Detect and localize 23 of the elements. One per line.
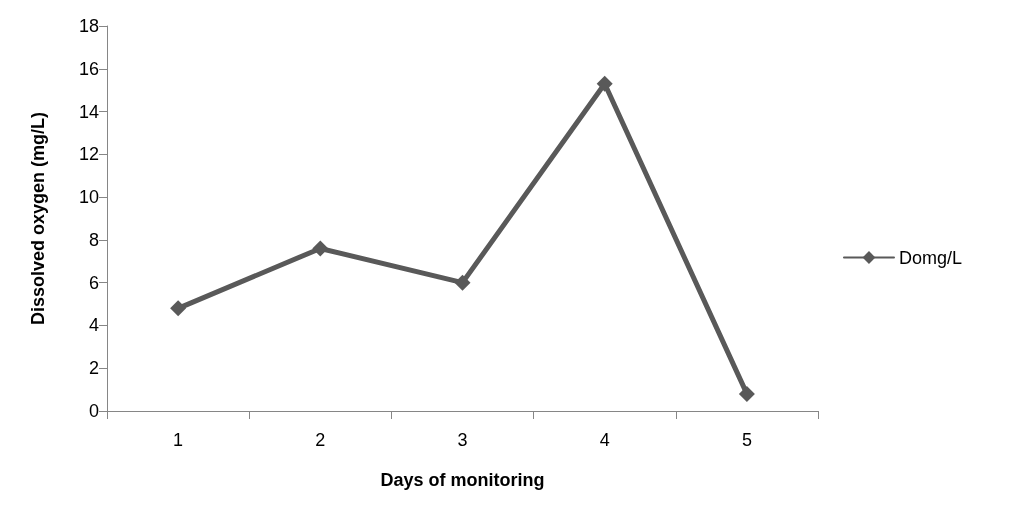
- y-tick-label: 14: [78, 101, 99, 122]
- point: [738, 385, 755, 402]
- y-tick-label: 2: [88, 358, 99, 379]
- y-tick-label: 0: [88, 401, 99, 421]
- x-tick-label: 1: [173, 430, 184, 450]
- y-tick-label: 10: [78, 187, 99, 208]
- x-axis-title: Days of monitoring: [380, 470, 545, 490]
- y-tick-label: 6: [88, 272, 99, 293]
- point: [170, 300, 187, 317]
- y-tick-label: 18: [78, 16, 99, 36]
- x-tick-label: 4: [599, 430, 610, 450]
- point: [596, 75, 613, 92]
- x-tick-label: 3: [457, 430, 468, 450]
- y-tick-label: 4: [88, 315, 99, 336]
- y-tick-label: 16: [78, 58, 99, 79]
- legend-label: Domg/L: [898, 247, 962, 268]
- y-axis-title: Dissolved oxygen (mg/L): [28, 111, 48, 326]
- point: [312, 240, 329, 257]
- point: [454, 274, 471, 291]
- x-tick-label: 2: [315, 430, 326, 450]
- y-tick-label: 8: [88, 229, 99, 250]
- x-tick-label: 5: [741, 430, 752, 450]
- y-tick-label: 12: [78, 144, 99, 165]
